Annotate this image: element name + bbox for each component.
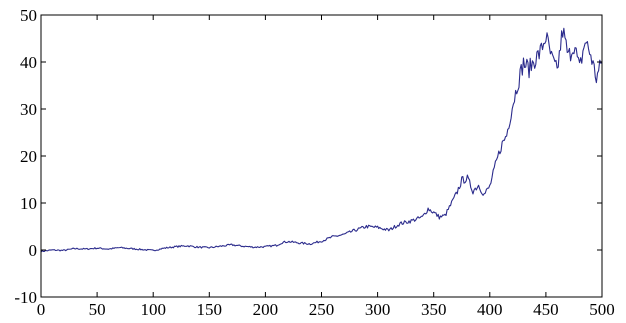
x-tick-label: 200 — [253, 300, 279, 319]
x-tick-label: 400 — [477, 300, 503, 319]
y-tick-label: 10 — [20, 194, 37, 213]
plot-frame — [40, 14, 603, 298]
y-tick-label: 30 — [20, 100, 37, 119]
y-tick-label: 20 — [20, 147, 37, 166]
y-tick-label: 50 — [20, 6, 37, 25]
x-tick-label: 300 — [365, 300, 391, 319]
x-tick-label: 250 — [309, 300, 335, 319]
y-tick-label: 0 — [29, 241, 38, 260]
x-tick-label: 0 — [37, 300, 46, 319]
x-tick-label: 50 — [89, 300, 106, 319]
x-tick-label: 500 — [589, 300, 615, 319]
series-layer — [40, 27, 603, 253]
x-tick-label: 350 — [421, 300, 447, 319]
y-tick-label: -10 — [14, 288, 37, 307]
series-line — [40, 27, 603, 253]
x-tick-label: 450 — [533, 300, 559, 319]
x-tick-label: 150 — [197, 300, 223, 319]
y-tick-label: 40 — [20, 53, 37, 72]
ticks-layer: 0 50 100 150 200 250 300 350 400 450 500-100102030… — [14, 6, 614, 319]
x-tick-label: 100 — [140, 300, 166, 319]
